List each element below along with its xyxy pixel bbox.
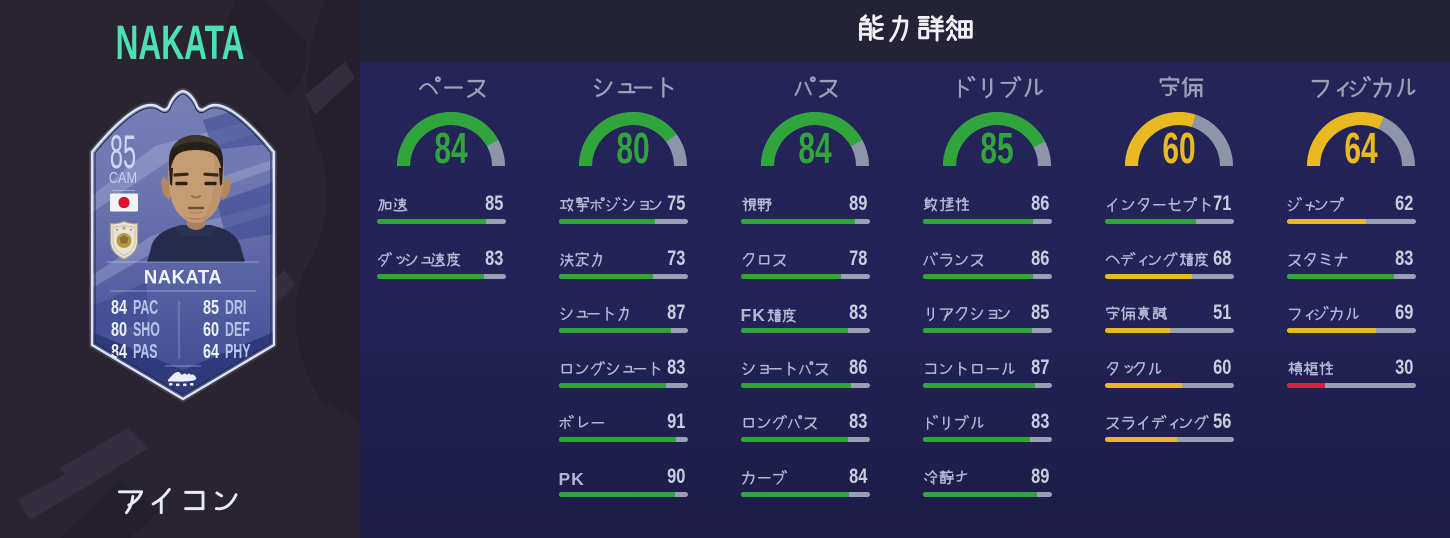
- svg-text:DRI: DRI: [225, 296, 246, 319]
- svg-text:PHY: PHY: [225, 340, 250, 363]
- svg-text:PAS: PAS: [133, 340, 158, 363]
- svg-text:60: 60: [203, 318, 219, 341]
- svg-text:SHO: SHO: [133, 318, 160, 341]
- svg-text:80: 80: [111, 318, 127, 341]
- svg-text:84: 84: [111, 296, 127, 319]
- svg-text:85: 85: [110, 125, 136, 178]
- svg-text:NAKATA: NAKATA: [144, 267, 222, 289]
- svg-text:84: 84: [111, 340, 127, 363]
- svg-text:CAM: CAM: [109, 170, 137, 187]
- svg-text:85: 85: [203, 296, 219, 319]
- svg-text:DEF: DEF: [225, 318, 250, 341]
- svg-text:64: 64: [203, 340, 219, 363]
- svg-text:PAC: PAC: [133, 296, 158, 319]
